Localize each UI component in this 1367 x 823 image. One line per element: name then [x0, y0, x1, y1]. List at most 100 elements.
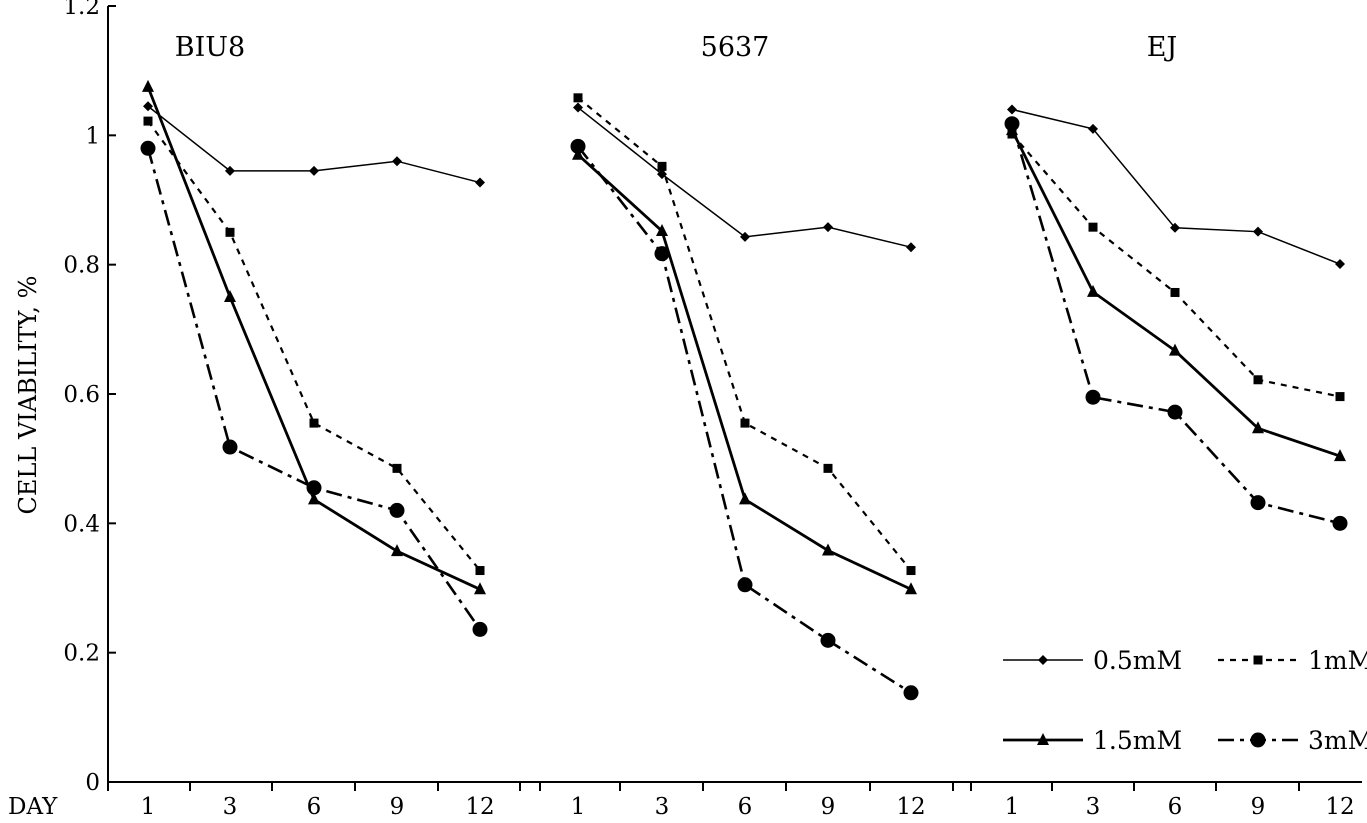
data-point	[475, 566, 485, 576]
x-tick-label: 1	[141, 794, 156, 820]
panel-title: BIU8	[175, 32, 245, 63]
data-point	[1252, 421, 1264, 434]
series-line-0-5mM	[1011, 108, 1341, 265]
data-point	[392, 156, 402, 167]
data-point	[654, 246, 670, 262]
data-point	[657, 169, 667, 180]
x-tick-label: 12	[896, 794, 925, 820]
y-tick-label: 0.2	[63, 641, 100, 667]
series-line-0-5mM	[577, 106, 912, 248]
x-tick-label: 1	[571, 794, 586, 820]
x-axis-label: DAY	[8, 794, 58, 820]
legend-item: 1mM	[1218, 646, 1367, 675]
data-point	[1088, 123, 1098, 134]
data-point	[903, 685, 919, 701]
data-point	[1167, 404, 1183, 420]
data-point	[222, 439, 238, 455]
x-tick-label: 9	[390, 794, 405, 820]
data-point	[1169, 343, 1181, 356]
data-point	[392, 463, 402, 473]
data-point	[906, 242, 916, 253]
legend-label: 1.5mM	[1093, 726, 1182, 755]
data-point	[905, 582, 917, 595]
data-point	[822, 543, 834, 556]
data-point	[475, 177, 485, 188]
data-point	[472, 621, 488, 637]
data-point	[1334, 449, 1346, 462]
legend-marker	[1038, 655, 1048, 665]
x-tick-label: 6	[738, 794, 753, 820]
data-point	[1007, 104, 1017, 115]
y-tick-label: 0.6	[63, 382, 100, 408]
data-point	[1253, 375, 1263, 385]
data-point	[306, 480, 322, 496]
series-line-1mM	[147, 120, 481, 572]
x-tick-label: 6	[1168, 794, 1183, 820]
data-point	[474, 582, 486, 595]
series-line-1-5mM	[577, 153, 912, 591]
data-point	[740, 418, 750, 428]
data-point	[1335, 259, 1345, 270]
series-line-3mM	[146, 147, 482, 631]
legend-marker	[1250, 732, 1266, 748]
x-tick-label: 12	[1325, 794, 1354, 820]
series-line-3mM	[576, 145, 912, 694]
series-line-3mM	[1010, 123, 1341, 525]
data-point	[1088, 222, 1098, 232]
panel-title: EJ	[1147, 32, 1178, 63]
legend-marker	[1037, 733, 1049, 745]
data-point	[142, 79, 154, 92]
y-tick-label: 1	[85, 123, 100, 149]
data-point	[906, 566, 916, 576]
data-point	[389, 502, 405, 518]
data-point	[820, 632, 836, 648]
panel-title: 5637	[701, 32, 770, 63]
data-point	[739, 492, 751, 505]
x-tick-label: 9	[1251, 794, 1266, 820]
data-point	[573, 93, 583, 103]
panels: BIU8 1 3 6 9 12 5637 1 3 6 9 12 EJ 1 3 6 9 12	[140, 32, 1355, 820]
data-point	[143, 116, 153, 126]
data-point	[740, 231, 750, 242]
panel-5637: 5637 1 3 6 9 12	[570, 32, 926, 820]
data-point	[1087, 284, 1099, 297]
data-point	[823, 222, 833, 233]
legend-marker	[1253, 655, 1263, 665]
data-point	[225, 227, 235, 237]
panel-biu8: BIU8 1 3 6 9 12	[140, 32, 495, 820]
x-tick-label: 6	[307, 794, 322, 820]
data-point	[573, 102, 583, 113]
x-tick-label: 9	[821, 794, 836, 820]
data-point	[1253, 226, 1263, 237]
data-point	[309, 418, 319, 428]
legend-label: 3mM	[1308, 726, 1367, 755]
data-point	[737, 577, 753, 593]
data-point	[570, 138, 586, 154]
legend-item: 0.5mM	[1003, 646, 1182, 675]
x-tick-label: 3	[223, 794, 238, 820]
data-point	[1170, 222, 1180, 233]
y-tick-label: 0	[85, 770, 100, 796]
y-tick-label: 0.4	[63, 511, 100, 537]
data-point	[224, 290, 236, 302]
data-point	[1004, 116, 1020, 132]
data-point	[1250, 495, 1266, 511]
legend-label: 1mM	[1308, 646, 1367, 675]
data-point	[225, 165, 235, 176]
data-point	[823, 463, 833, 473]
y-ticks: 0 0.2 0.4 0.6 0.8 1 1.2	[63, 0, 116, 796]
data-point	[657, 161, 667, 171]
data-point	[143, 101, 153, 112]
x-tick-label: 3	[1086, 794, 1101, 820]
legend-label: 0.5mM	[1093, 646, 1182, 675]
data-point	[1085, 389, 1101, 405]
legend-item: 1.5mM	[1003, 726, 1182, 755]
series-line-1mM	[577, 96, 912, 572]
x-tick-label: 1	[1005, 794, 1020, 820]
data-point	[140, 140, 156, 156]
data-point	[656, 224, 668, 237]
data-point	[1332, 515, 1348, 531]
panel-ej: EJ 1 3 6 9 12	[1004, 32, 1355, 820]
series-line-1mM	[1011, 133, 1341, 398]
